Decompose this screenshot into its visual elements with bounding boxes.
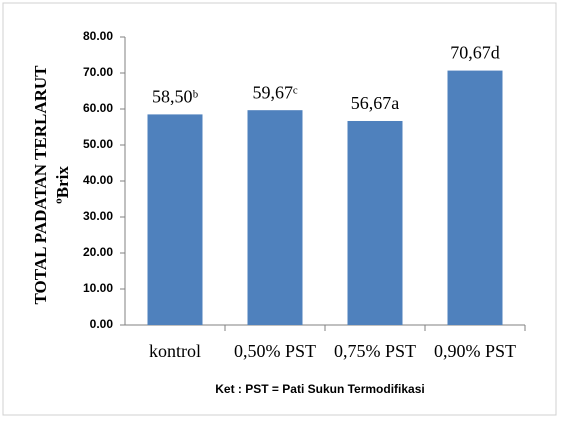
- footnote: Ket : PST = Pati Sukun Termodifikasi: [215, 382, 425, 396]
- value-label: 58,50ᵇ: [152, 87, 199, 107]
- y-tick-label: 20.00: [83, 245, 113, 259]
- y-tick-label: 60.00: [83, 101, 113, 115]
- y-tick-label: 80.00: [83, 29, 113, 43]
- value-label: 70,67d: [450, 43, 500, 63]
- y-tick-label: 70.00: [83, 65, 113, 79]
- x-tick-label: 0,90% PST: [434, 341, 516, 361]
- value-label: 56,67a: [351, 93, 400, 113]
- y-tick-label: 50.00: [83, 137, 113, 151]
- bar: [147, 114, 203, 326]
- y-axis-unit: ºBrix: [53, 166, 72, 204]
- bar: [447, 70, 503, 325]
- y-tick-label: 10.00: [83, 281, 113, 295]
- y-tick-label: 0.00: [90, 317, 114, 331]
- y-tick-label: 30.00: [83, 209, 113, 223]
- bar: [247, 110, 303, 325]
- x-tick-label: 0,75% PST: [334, 341, 416, 361]
- y-axis-title: TOTAL PADATAN TERLARUT: [31, 65, 50, 305]
- x-tick-label: kontrol: [149, 341, 201, 361]
- value-label: 59,67ᶜ: [252, 82, 298, 102]
- bar: [347, 120, 403, 325]
- x-tick-label: 0,50% PST: [234, 341, 316, 361]
- y-tick-label: 40.00: [83, 173, 113, 187]
